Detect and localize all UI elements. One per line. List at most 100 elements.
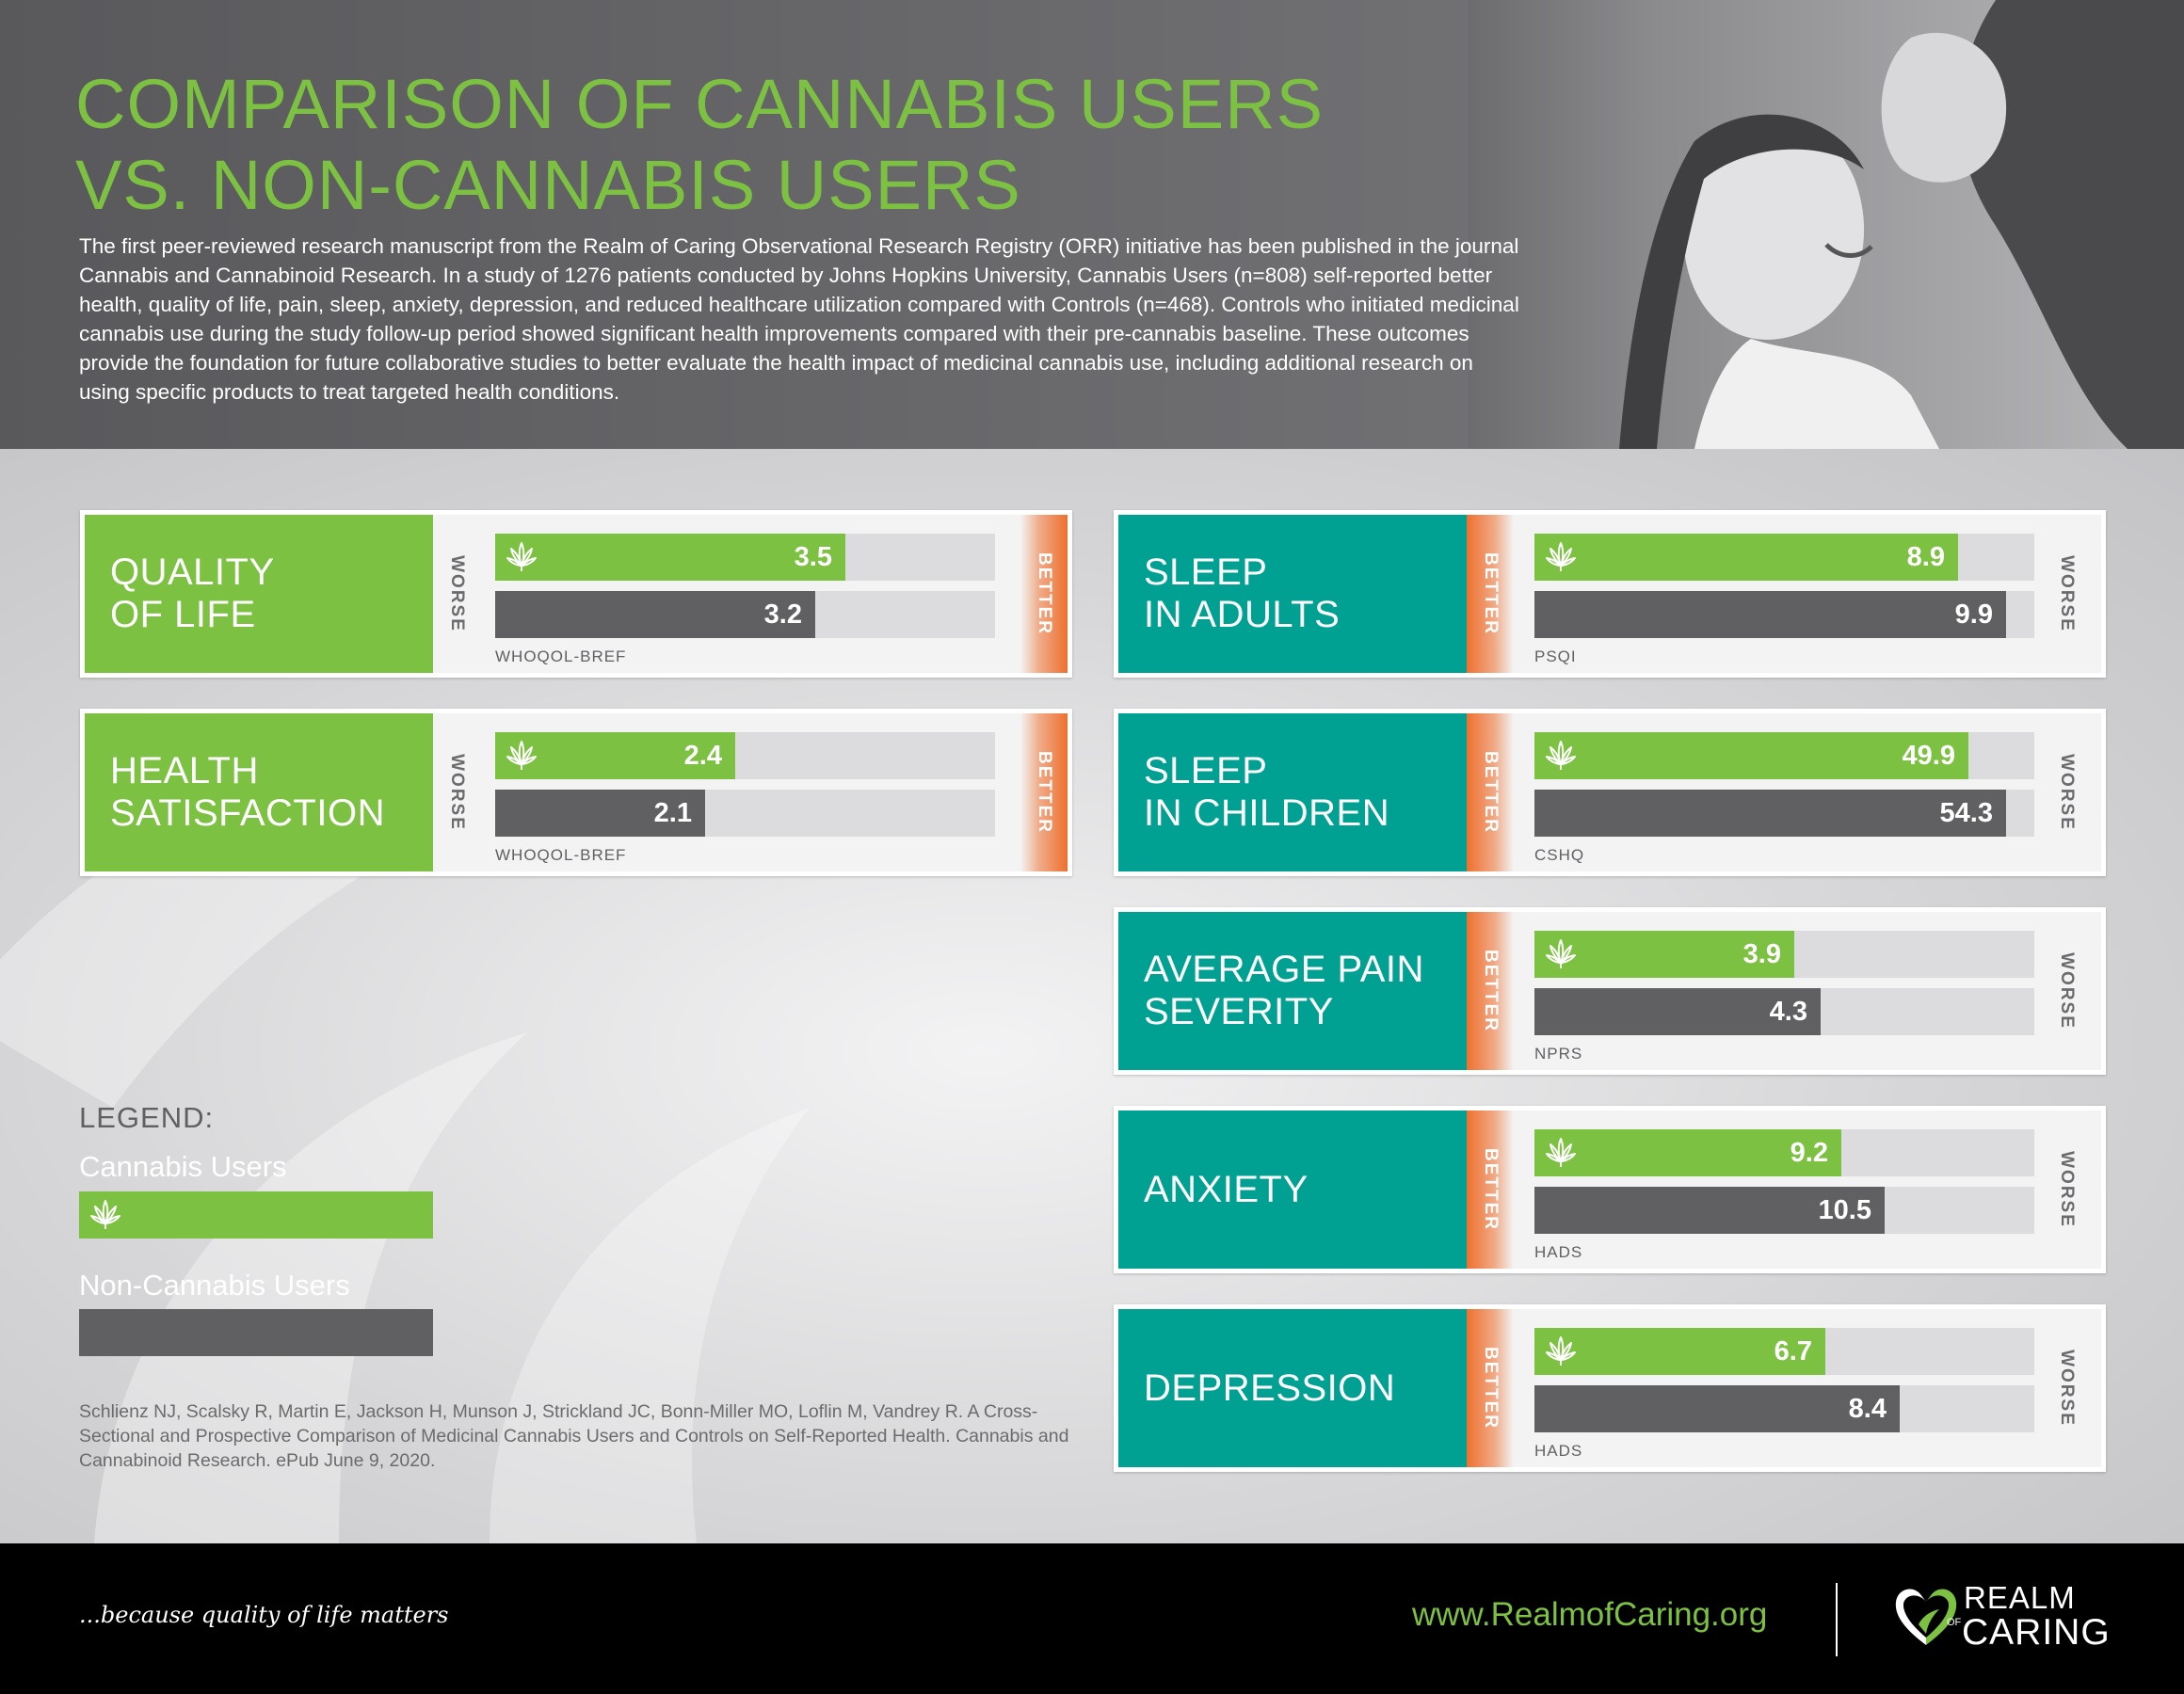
bar-non-cannabis-users [1534, 1385, 1900, 1432]
tagline: ...because quality of life matters [79, 1602, 449, 1628]
bar-non-cannabis-users [1534, 790, 2006, 837]
bar-track: 3.5 [495, 534, 995, 581]
scale-end-label-left: BETTER [1467, 1309, 1514, 1467]
panel-title: AVERAGE PAIN SEVERITY [1118, 912, 1467, 1070]
bar-plot-area: BETTER WORSE 6.7 8.4 HADS [1467, 1309, 2101, 1467]
scale-end-label-right: WORSE [2043, 1111, 2090, 1269]
panel-average-pain-severity: AVERAGE PAIN SEVERITY BETTER WORSE 3.9 4.3 NP… [1114, 907, 2106, 1075]
citation: Schlienz NJ, Scalsky R, Martin E, Jackso… [79, 1401, 1069, 1471]
bar-value-label: 4.3 [1769, 997, 1807, 1027]
bar-track: 3.9 [1534, 931, 2034, 978]
bar-value-label: 54.3 [1939, 798, 1993, 828]
panel-title: ANXIETY [1118, 1111, 1467, 1269]
legend-cannabis-label: Cannabis Users [79, 1150, 287, 1183]
bar-cannabis-users [1534, 931, 1794, 978]
scale-name: CSHQ [1534, 846, 1585, 864]
bar-value-label: 3.9 [1742, 939, 1781, 969]
scale-end-text: WORSE [447, 555, 467, 632]
scale-name: WHOQOL-BREF [495, 846, 627, 864]
legend-title: LEGEND: [79, 1101, 215, 1134]
bar-track: 6.7 [1534, 1328, 2034, 1375]
scale-end-label-left: BETTER [1467, 912, 1514, 1070]
bar-non-cannabis-users [1534, 1187, 1885, 1234]
bar-value-label: 6.7 [1774, 1336, 1812, 1366]
scale-end-label-right: WORSE [2043, 713, 2090, 871]
bar-track: 2.4 [495, 732, 995, 779]
scale-end-text: WORSE [2057, 952, 2077, 1030]
cannabis-leaf-icon [1546, 1336, 1576, 1366]
scale-end-text: WORSE [2057, 754, 2077, 831]
bar-cannabis-users [1534, 732, 1968, 779]
scale-end-label-right: WORSE [2043, 1309, 2090, 1467]
bar-value-label: 49.9 [1902, 741, 1955, 771]
bar-track: 8.9 [1534, 534, 2034, 581]
bar-non-cannabis-users [495, 790, 705, 837]
mother-daughter-photo [1469, 0, 2184, 449]
logo-text-of: OF [1947, 1617, 1962, 1628]
panel-sleep-in-adults: SLEEP IN ADULTS BETTER WORSE 8.9 9.9 PSQI [1114, 510, 2106, 678]
scale-end-label-left: WORSE [433, 713, 480, 871]
bar-track: 9.2 [1534, 1129, 2034, 1176]
bar-non-cannabis-users [495, 591, 815, 638]
panel-anxiety: ANXIETY BETTER WORSE 9.2 10.5 HADS [1114, 1106, 2106, 1273]
realm-of-caring-logo: REALM OF CARING [1890, 1579, 2110, 1664]
panel-health-satisfaction: HEALTH SATISFACTION WORSE BETTER 2.4 2.1 WHOQ… [80, 709, 1072, 876]
bar-value-label: 10.5 [1818, 1195, 1871, 1225]
legend-non-cannabis-swatch [79, 1309, 433, 1356]
panel-title: QUALITY OF LIFE [85, 515, 433, 673]
logo-text-realm: REALM [1964, 1580, 2076, 1615]
bar-cannabis-users [1534, 1328, 1825, 1375]
scale-end-text: WORSE [2057, 555, 2077, 632]
bar-plot-area: BETTER WORSE 3.9 4.3 NPRS [1467, 912, 2101, 1070]
bar-track: 2.1 [495, 790, 995, 837]
scale-end-text: BETTER [1481, 552, 1501, 635]
bar-plot-area: WORSE BETTER 2.4 2.1 WHOQOL-BREF [433, 713, 1068, 871]
website-link[interactable]: www.RealmofCaring.org [1412, 1596, 1768, 1633]
bar-plot-area: BETTER WORSE 8.9 9.9 PSQI [1467, 515, 2101, 673]
scale-end-label-right: BETTER [1020, 515, 1068, 673]
bar-plot-area: BETTER WORSE 9.2 10.5 HADS [1467, 1111, 2101, 1269]
logo-text-caring: CARING [1962, 1612, 2111, 1653]
bar-value-label: 8.4 [1848, 1394, 1887, 1424]
bar-plot-area: WORSE BETTER 3.5 3.2 WHOQOL-BREF [433, 515, 1068, 673]
bar-value-label: 3.2 [763, 599, 802, 630]
cannabis-leaf-icon [1546, 741, 1576, 770]
bar-track: 10.5 [1534, 1187, 2034, 1234]
bar-cannabis-users [1534, 534, 1958, 581]
cannabis-leaf-icon [506, 741, 537, 770]
bar-track: 49.9 [1534, 732, 2034, 779]
bar-value-label: 9.9 [1954, 599, 1993, 630]
cannabis-leaf-icon [90, 1200, 120, 1229]
bar-value-label: 3.5 [794, 542, 832, 572]
scale-end-text: WORSE [447, 754, 467, 831]
scale-end-label-right: BETTER [1020, 713, 1068, 871]
bar-track: 8.4 [1534, 1385, 2034, 1432]
scale-name: PSQI [1534, 647, 1577, 665]
bar-value-label: 9.2 [1790, 1138, 1828, 1168]
title-line-1: COMPARISON OF CANNABIS USERS [75, 65, 1324, 143]
scale-name: HADS [1534, 1442, 1583, 1460]
scale-end-text: BETTER [1481, 950, 1501, 1032]
scale-end-text: BETTER [1035, 552, 1054, 635]
page-title: COMPARISON OF CANNABIS USERS VS. NON-CAN… [75, 64, 1324, 226]
scale-end-label-left: BETTER [1467, 515, 1514, 673]
panel-title: SLEEP IN ADULTS [1118, 515, 1467, 673]
bar-non-cannabis-users [1534, 591, 2006, 638]
bar-track: 54.3 [1534, 790, 2034, 837]
bar-track: 4.3 [1534, 988, 2034, 1035]
scale-end-label-left: WORSE [433, 515, 480, 673]
bar-track: 3.2 [495, 591, 995, 638]
scale-end-text: WORSE [2057, 1350, 2077, 1427]
panel-quality-of-life: QUALITY OF LIFE WORSE BETTER 3.5 3.2 WHOQOL-B… [80, 510, 1072, 678]
bar-value-label: 8.9 [1906, 542, 1945, 572]
legend-cannabis-swatch [79, 1191, 433, 1239]
cannabis-leaf-icon [1546, 542, 1576, 571]
scale-end-label-left: BETTER [1467, 713, 1514, 871]
intro-paragraph: The first peer-reviewed research manuscr… [79, 234, 1519, 404]
realm-of-caring-heart-icon [1895, 1589, 1957, 1645]
panel-title: DEPRESSION [1118, 1309, 1467, 1467]
cannabis-leaf-icon [506, 542, 537, 571]
scale-end-text: BETTER [1481, 751, 1501, 834]
scale-end-text: BETTER [1481, 1347, 1501, 1430]
header: COMPARISON OF CANNABIS USERS VS. NON-CAN… [0, 0, 2184, 449]
